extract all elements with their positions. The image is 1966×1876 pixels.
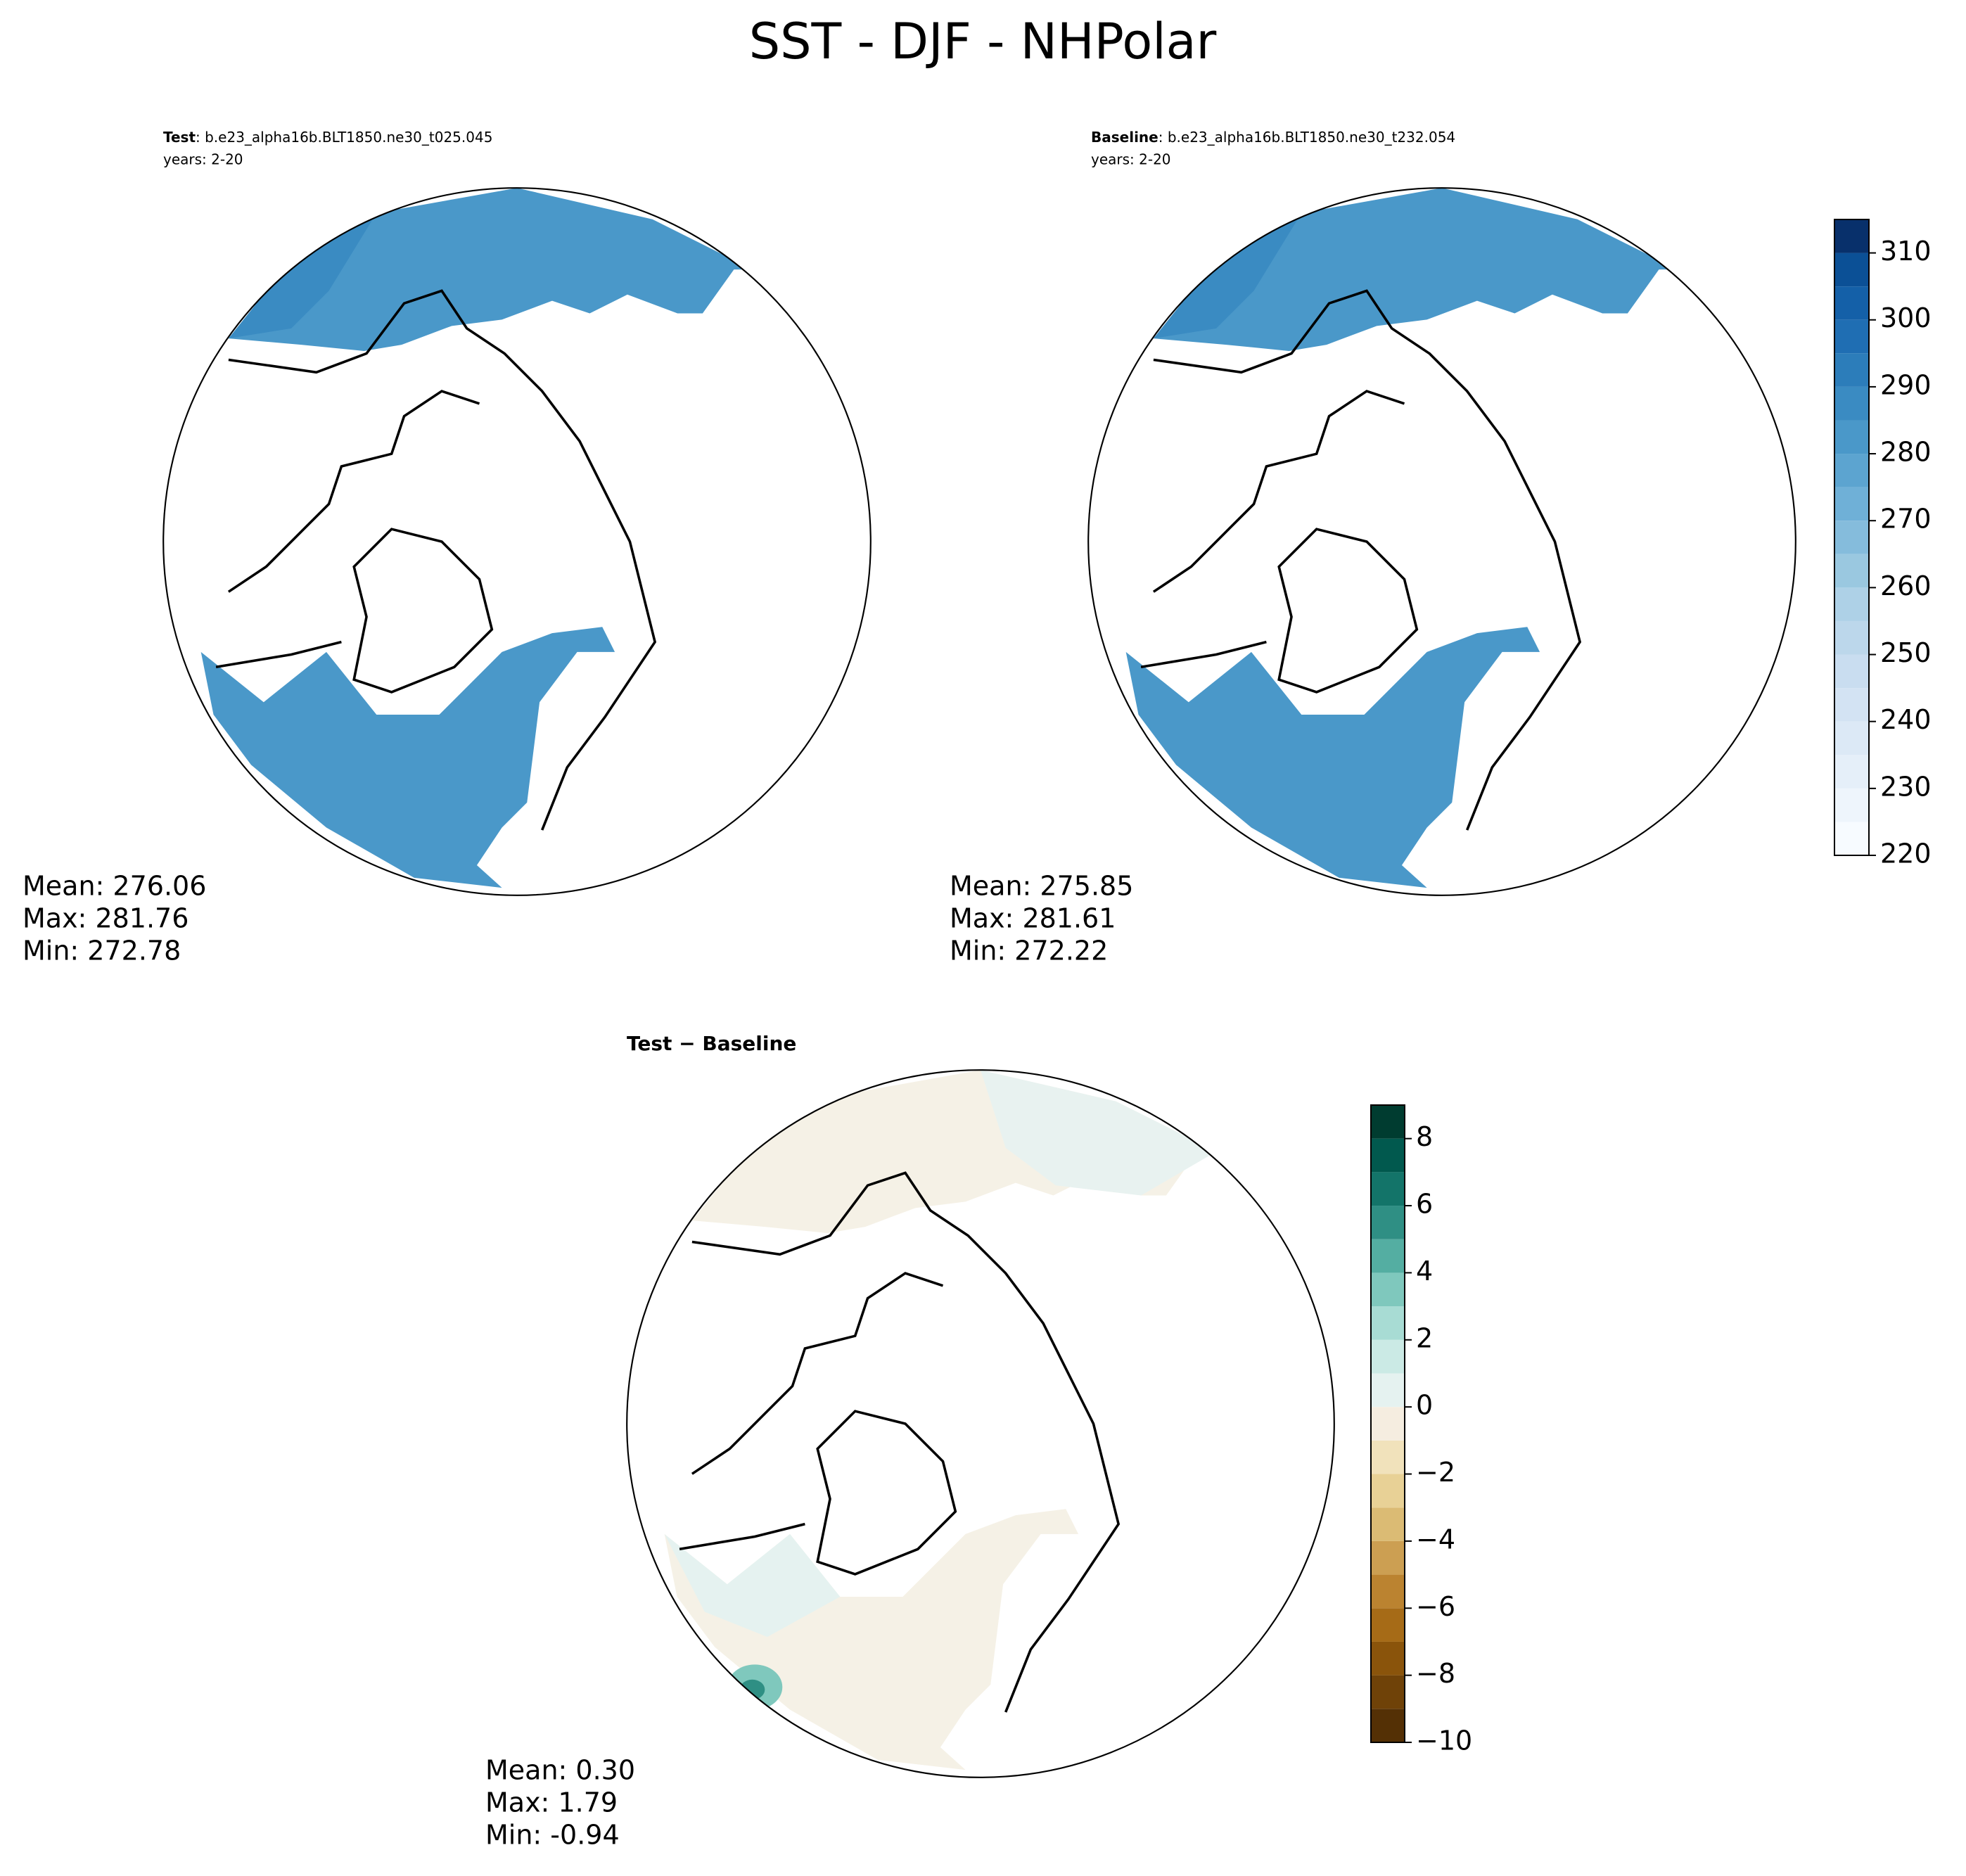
colorbar-band — [1371, 1105, 1405, 1139]
colorbar-band — [1371, 1138, 1405, 1173]
colorbar-band — [1371, 1306, 1405, 1340]
map-field — [664, 1070, 1217, 1770]
colorbar-band — [1834, 620, 1869, 655]
colorbar-band — [1371, 1172, 1405, 1206]
stat: Max: 281.76 — [23, 903, 189, 934]
colorbar-band — [1834, 454, 1869, 487]
colorbar-band — [1834, 688, 1869, 722]
colorbar-band — [1371, 1507, 1405, 1541]
colorbar-band — [1371, 1440, 1405, 1474]
colorbar-tick-label: 0 — [1416, 1390, 1433, 1421]
colorbar-tick-label: 300 — [1880, 302, 1932, 333]
colorbar-band — [1371, 1709, 1405, 1742]
colorbar-tick-label: −6 — [1416, 1591, 1455, 1622]
colorbar-band — [1371, 1206, 1405, 1239]
colorbar-band — [1371, 1373, 1405, 1408]
colorbar-band — [1371, 1239, 1405, 1273]
years: years: 2-20 — [1091, 151, 1171, 168]
stat: Min: 272.22 — [950, 936, 1108, 966]
colorbar-band — [1834, 521, 1869, 554]
stat: Min: -0.94 — [485, 1820, 620, 1851]
colorbar-band — [1834, 253, 1869, 287]
colorbar-band — [1371, 1339, 1405, 1374]
map — [1087, 187, 1796, 896]
stat: Max: 281.61 — [950, 903, 1116, 934]
colorbar-band — [1371, 1407, 1405, 1441]
case-name: : b.e23_alpha16b.BLT1850.ne30_t025.045 — [196, 129, 492, 146]
case-label: Baseline — [1091, 129, 1158, 146]
stat: Mean: 275.85 — [950, 871, 1133, 902]
colorbar-band — [1834, 755, 1869, 789]
colorbar-band — [1834, 420, 1869, 454]
colorbar-band — [1834, 286, 1869, 320]
stat: Min: 272.78 — [23, 936, 181, 966]
colorbar-band — [1371, 1608, 1405, 1642]
colorbar-tick-label: 270 — [1880, 504, 1932, 535]
map-boundary — [1087, 187, 1796, 896]
colorbar-band — [1371, 1272, 1405, 1307]
colorbar-tick-label: 6 — [1416, 1189, 1433, 1220]
map — [162, 187, 872, 896]
ocean-field — [664, 1070, 1217, 1770]
colorbar-tick-label: 280 — [1880, 437, 1932, 468]
colorbar-tick-label: 250 — [1880, 637, 1932, 668]
map-boundary — [162, 187, 872, 896]
ocean-field — [1088, 188, 1678, 895]
stat: Max: 1.79 — [485, 1787, 618, 1818]
colorbar-frame — [1370, 1104, 1405, 1743]
colorbar-tick-label: 8 — [1416, 1121, 1433, 1152]
map-field — [163, 188, 753, 895]
colorbar-band — [1834, 554, 1869, 588]
colorbar-tick-label: 240 — [1880, 704, 1932, 735]
panel-title: Test − Baseline — [627, 1032, 796, 1055]
map-field — [1088, 188, 1678, 895]
colorbar-tick-label: 260 — [1880, 570, 1932, 601]
colorbar-band — [1834, 654, 1869, 689]
colorbar-band — [1834, 587, 1869, 621]
figure-title: SST - DJF - NHPolar — [749, 13, 1217, 70]
colorbar-tick-label: −10 — [1416, 1725, 1472, 1756]
colorbar-band — [1371, 1574, 1405, 1609]
colorbar-band — [1834, 386, 1869, 421]
colorbar-band — [1834, 487, 1869, 521]
colorbar-tick-label: 310 — [1880, 236, 1932, 267]
stat: Mean: 276.06 — [23, 871, 206, 902]
colorbar-tick-label: 230 — [1880, 771, 1932, 802]
map-boundary — [626, 1069, 1335, 1778]
colorbar-band — [1834, 319, 1869, 354]
colorbar-band — [1834, 353, 1869, 387]
ocean-field — [163, 188, 753, 895]
colorbar-band — [1834, 219, 1869, 253]
colorbar-tick-label: 220 — [1880, 838, 1932, 869]
case-label: Test — [163, 129, 196, 146]
colorbar-tick-label: −4 — [1416, 1524, 1455, 1555]
colorbar-band — [1371, 1540, 1405, 1575]
colorbar-band — [1834, 721, 1869, 755]
case-name: : b.e23_alpha16b.BLT1850.ne30_t232.054 — [1158, 129, 1455, 146]
colorbar-band — [1371, 1675, 1405, 1709]
colorbar-tick-label: 2 — [1416, 1322, 1433, 1353]
colorbar-band — [1371, 1641, 1405, 1676]
colorbar-frame — [1834, 219, 1870, 856]
colorbar-tick-label: −8 — [1416, 1658, 1455, 1689]
colorbar-tick-label: 290 — [1880, 369, 1932, 400]
colorbar-band — [1834, 822, 1869, 855]
colorbar-tick-label: 4 — [1416, 1256, 1433, 1287]
map — [626, 1069, 1335, 1778]
panel-title: Baseline: b.e23_alpha16b.BLT1850.ne30_t2… — [1091, 129, 1455, 146]
stat: Mean: 0.30 — [485, 1755, 635, 1786]
years: years: 2-20 — [163, 151, 243, 168]
colorbar-band — [1834, 788, 1869, 822]
colorbar-band — [1371, 1474, 1405, 1508]
colorbar-tick-label: −2 — [1416, 1457, 1455, 1488]
panel-title: Test: b.e23_alpha16b.BLT1850.ne30_t025.0… — [163, 129, 492, 146]
